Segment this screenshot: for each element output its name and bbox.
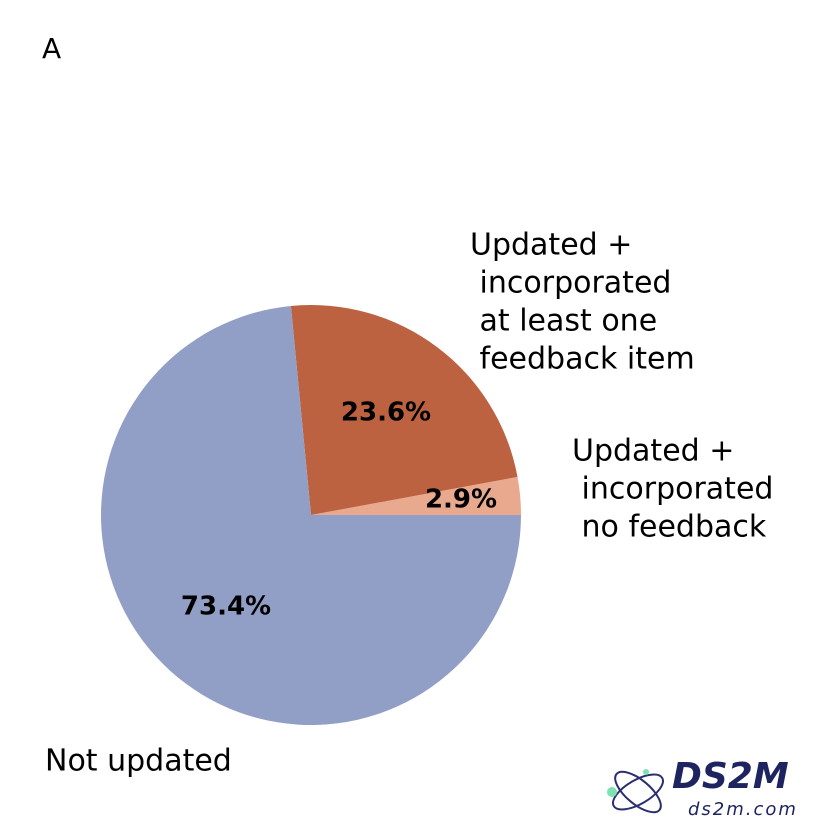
percent-label: 73.4% <box>181 592 271 622</box>
pie-slice <box>101 305 521 726</box>
logo-orbit <box>614 770 662 814</box>
percent-label: 23.6% <box>341 398 431 428</box>
slice-label: no feedback <box>572 510 767 545</box>
pie-slice <box>311 476 521 515</box>
logo-dot <box>643 769 649 775</box>
pie-slice <box>290 304 518 515</box>
logo-dot <box>607 787 617 797</box>
slice-label: Updated + <box>470 228 632 263</box>
slice-label: at least one <box>470 304 657 339</box>
slice-label: incorporated <box>470 266 671 301</box>
slice-label: incorporated <box>572 472 773 507</box>
slice-label: Updated + <box>572 434 734 469</box>
logo-orbit <box>612 773 664 811</box>
percent-label: 2.9% <box>425 485 497 515</box>
slice-label: feedback item <box>470 342 695 377</box>
slice-label: Not updated <box>45 744 232 779</box>
watermark-site: ds2m.com <box>688 799 798 820</box>
watermark-brand: DS2M <box>672 756 789 797</box>
panel-label: A <box>42 32 61 65</box>
watermark-logo: DS2M ds2m.com <box>607 756 798 820</box>
